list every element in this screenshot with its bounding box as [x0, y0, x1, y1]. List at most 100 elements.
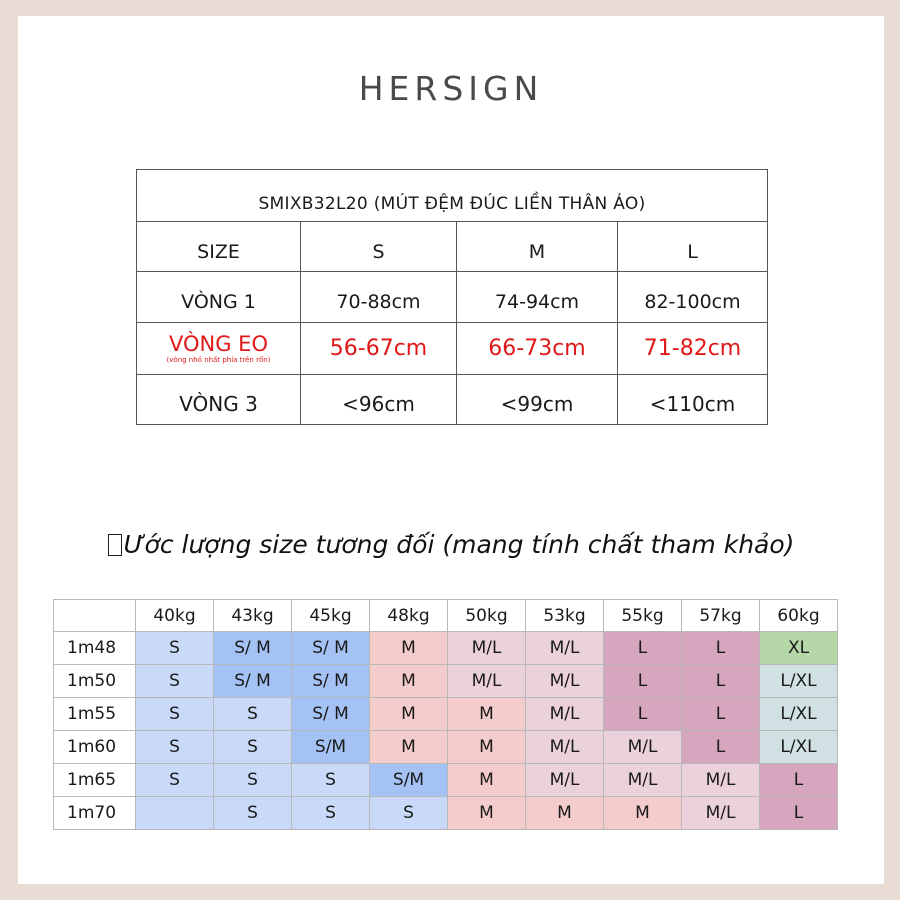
grid-row: 1m48 S S/ M S/ M M M/L M/L L L XL [53, 631, 838, 665]
value-cell: <110cm [617, 374, 768, 425]
grid-height-label: 1m48 [53, 631, 136, 665]
value-cell: 66-73cm [456, 322, 618, 375]
grid-size-cell: L [759, 796, 838, 830]
header-s: S [300, 221, 457, 272]
grid-corner [53, 599, 136, 632]
grid-size-cell: L [603, 664, 682, 698]
grid-size-cell: L [681, 730, 760, 764]
size-row-vong-eo: VÒNG EO (vòng nhỏ nhất phía trên rốn) 56… [136, 322, 768, 375]
grid-height-label: 1m55 [53, 697, 136, 731]
grid-size-cell: M [447, 763, 526, 797]
grid-size-cell: L [759, 763, 838, 797]
grid-size-cell: M [369, 664, 448, 698]
estimate-heading: Ước lượng size tương đối (mang tính chất… [18, 530, 884, 559]
grid-size-cell: M/L [447, 631, 526, 665]
size-row-vong-3: VÒNG 3 <96cm <99cm <110cm [136, 374, 768, 425]
grid-size-cell [135, 796, 214, 830]
grid-height-label: 1m50 [53, 664, 136, 698]
grid-size-cell: M/L [525, 664, 604, 698]
header-l: L [617, 221, 768, 272]
size-table: SMIXB32L20 (MÚT ĐỆM ĐÚC LIỀN THÂN ÁO) SI… [136, 169, 768, 425]
grid-header-row: 40kg 43kg 45kg 48kg 50kg 53kg 55kg 57kg 60kg [53, 599, 838, 632]
grid-size-cell: L [681, 697, 760, 731]
value-cell: <99cm [456, 374, 618, 425]
grid-size-cell: S [135, 697, 214, 731]
grid-height-label: 1m60 [53, 730, 136, 764]
grid-size-cell: L/XL [759, 730, 838, 764]
value-cell: 70-88cm [300, 271, 457, 323]
value-cell: 56-67cm [300, 322, 457, 375]
grid-row: 1m70 S S S M M M M/L L [53, 796, 838, 830]
grid-size-cell: S/M [291, 730, 370, 764]
grid-size-cell: S [135, 730, 214, 764]
grid-size-cell: S/M [369, 763, 448, 797]
header-m: M [456, 221, 618, 272]
grid-size-cell: L [681, 664, 760, 698]
grid-size-cell: M/L [447, 664, 526, 698]
grid-size-cell: L [603, 697, 682, 731]
grid-row: 1m50 S S/ M S/ M M M/L M/L L L L/XL [53, 664, 838, 698]
grid-size-cell: S/ M [291, 631, 370, 665]
row-label: VÒNG 1 [136, 271, 301, 323]
checkbox-glyph-icon [107, 534, 122, 556]
grid-size-cell: S [369, 796, 448, 830]
grid-size-cell: M [369, 631, 448, 665]
grid-size-cell: M [369, 697, 448, 731]
size-row-vong-1: VÒNG 1 70-88cm 74-94cm 82-100cm [136, 271, 768, 323]
grid-size-cell: S [291, 763, 370, 797]
value-cell: 71-82cm [617, 322, 768, 375]
grid-size-cell: M [525, 796, 604, 830]
grid-size-cell: M/L [603, 730, 682, 764]
row-label-eo: VÒNG EO (vòng nhỏ nhất phía trên rốn) [136, 322, 301, 375]
grid-weight-header: 50kg [447, 599, 526, 632]
grid-weight-header: 43kg [213, 599, 292, 632]
brand-logo: HERSIGN [358, 69, 544, 108]
row-note: (vòng nhỏ nhất phía trên rốn) [166, 355, 271, 364]
row-label: VÒNG EO [169, 331, 268, 356]
grid-size-cell: M/L [525, 697, 604, 731]
grid-size-cell: S/ M [291, 664, 370, 698]
grid-size-cell: S [135, 763, 214, 797]
grid-weight-header: 60kg [759, 599, 838, 632]
grid-height-label: 1m65 [53, 763, 136, 797]
grid-size-cell: S/ M [291, 697, 370, 731]
grid-size-cell: S [291, 796, 370, 830]
grid-row: 1m60 S S S/M M M M/L M/L L L/XL [53, 730, 838, 764]
grid-size-cell: S [213, 796, 292, 830]
grid-size-cell: M [603, 796, 682, 830]
grid-weight-header: 53kg [525, 599, 604, 632]
grid-size-cell: M/L [525, 631, 604, 665]
grid-size-cell: S [213, 730, 292, 764]
grid-size-cell: M/L [525, 730, 604, 764]
size-table-header-row: SIZE S M L [136, 221, 768, 272]
grid-size-cell: M/L [603, 763, 682, 797]
grid-size-cell: S/ M [213, 664, 292, 698]
grid-size-cell: L/XL [759, 697, 838, 731]
grid-weight-header: 48kg [369, 599, 448, 632]
grid-size-cell: M [447, 796, 526, 830]
grid-size-cell: M [447, 730, 526, 764]
grid-row: 1m65 S S S S/M M M/L M/L M/L L [53, 763, 838, 797]
grid-weight-header: 45kg [291, 599, 370, 632]
grid-weight-header: 55kg [603, 599, 682, 632]
grid-size-cell: XL [759, 631, 838, 665]
size-table-title: SMIXB32L20 (MÚT ĐỆM ĐÚC LIỀN THÂN ÁO) [136, 169, 768, 222]
grid-height-label: 1m70 [53, 796, 136, 830]
grid-size-cell: L [681, 631, 760, 665]
estimate-grid: 40kg 43kg 45kg 48kg 50kg 53kg 55kg 57kg 60kg 1m4… [53, 599, 838, 830]
grid-size-cell: M/L [525, 763, 604, 797]
estimate-title: Ước lượng size tương đối (mang tính chất… [123, 530, 795, 559]
grid-weight-header: 40kg [135, 599, 214, 632]
value-cell: <96cm [300, 374, 457, 425]
grid-size-cell: S [213, 697, 292, 731]
grid-row: 1m55 S S S/ M M M M/L L L L/XL [53, 697, 838, 731]
grid-size-cell: S [213, 763, 292, 797]
value-cell: 74-94cm [456, 271, 618, 323]
size-guide-card: HERSIGN SMIXB32L20 (MÚT ĐỆM ĐÚC LIỀN THÂ… [18, 16, 884, 884]
grid-weight-header: 57kg [681, 599, 760, 632]
grid-size-cell: L/XL [759, 664, 838, 698]
grid-size-cell: S [135, 664, 214, 698]
grid-size-cell: M/L [681, 763, 760, 797]
grid-size-cell: S [135, 631, 214, 665]
grid-size-cell: S/ M [213, 631, 292, 665]
